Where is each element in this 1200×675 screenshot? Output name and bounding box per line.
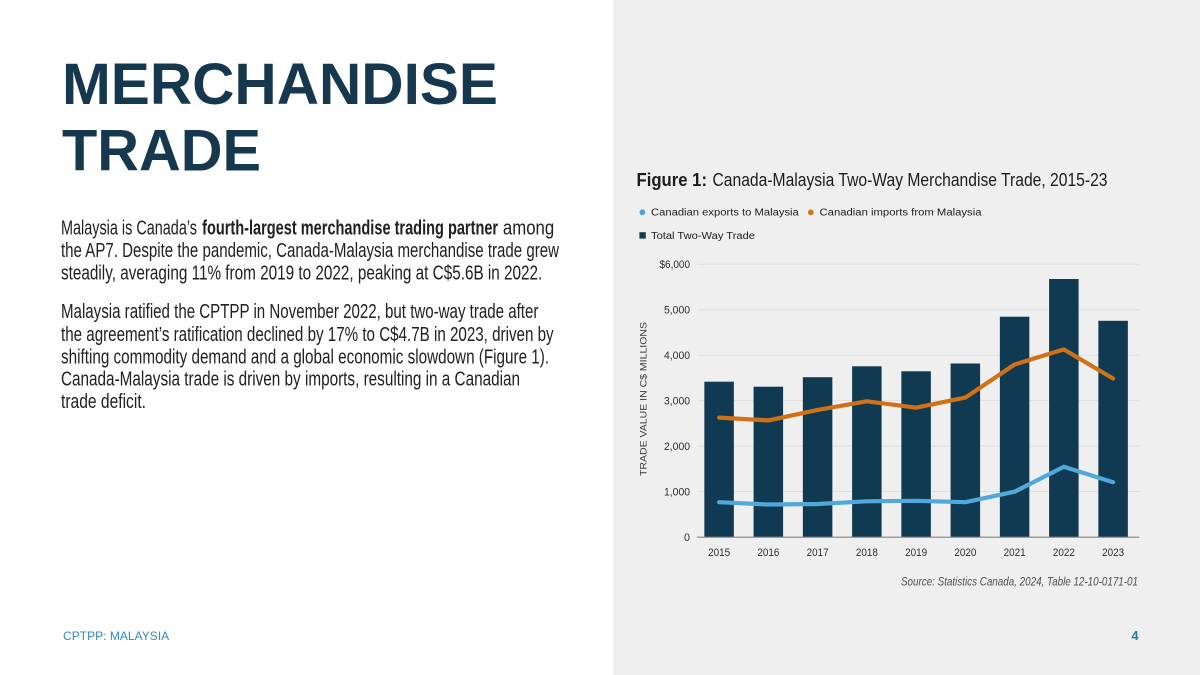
svg-text:Canadian exports to Malaysia: Canadian exports to Malaysia: [651, 207, 799, 218]
svg-text:2,000: 2,000: [664, 441, 690, 453]
svg-text:Canada-Malaysia Two-Way Mercha: Canada-Malaysia Two-Way Merchandise Trad…: [713, 169, 1108, 190]
svg-text:shifting commodity demand and: shifting commodity demand and a global e…: [61, 346, 549, 368]
svg-text:among: among: [503, 218, 554, 240]
svg-text:Total Two-Way Trade: Total Two-Way Trade: [651, 231, 755, 242]
svg-text:$6,000: $6,000: [660, 259, 691, 271]
svg-text:2017: 2017: [807, 547, 829, 559]
svg-text:2021: 2021: [1004, 547, 1026, 559]
svg-text:Source: Statistics Canada, 202: Source: Statistics Canada, 2024, Table 1…: [901, 574, 1138, 588]
svg-text:4: 4: [1131, 629, 1138, 643]
svg-text:CPTPP: MALAYSIA: CPTPP: MALAYSIA: [63, 629, 169, 643]
svg-text:TRADE: TRADE: [62, 119, 261, 184]
svg-text:4,000: 4,000: [664, 350, 690, 362]
svg-text:Figure 1:: Figure 1:: [637, 169, 708, 190]
svg-text:TRADE VALUE IN C$ MILLIONS: TRADE VALUE IN C$ MILLIONS: [639, 322, 650, 476]
svg-text:the agreement’s ratification d: the agreement’s ratification declined by…: [61, 324, 554, 346]
svg-text:2023: 2023: [1102, 547, 1124, 559]
svg-text:2022: 2022: [1053, 547, 1075, 559]
svg-text:MERCHANDISE: MERCHANDISE: [62, 52, 498, 117]
svg-text:0: 0: [684, 532, 690, 544]
svg-text:2019: 2019: [905, 547, 927, 559]
svg-text:1,000: 1,000: [664, 486, 690, 498]
svg-text:Malaysia ratified the CPTPP in: Malaysia ratified the CPTPP in November …: [61, 301, 539, 323]
svg-text:fourth-largest merchandise tra: fourth-largest merchandise trading partn…: [202, 218, 498, 240]
svg-text:the AP7. Despite the pandemic,: the AP7. Despite the pandemic, Canada-Ma…: [61, 240, 559, 262]
svg-text:2015: 2015: [708, 547, 730, 559]
svg-text:Malaysia is Canada’s: Malaysia is Canada’s: [61, 218, 197, 240]
svg-text:steadily, averaging 11% from 2: steadily, averaging 11% from 2019 to 202…: [61, 263, 542, 285]
svg-text:2020: 2020: [954, 547, 976, 559]
svg-text:3,000: 3,000: [664, 396, 690, 408]
svg-text:Canada-Malaysia trade is drive: Canada-Malaysia trade is driven by impor…: [61, 369, 520, 391]
svg-text:trade deficit.: trade deficit.: [61, 391, 146, 413]
svg-text:2016: 2016: [757, 547, 779, 559]
svg-text:Canadian imports from Malaysia: Canadian imports from Malaysia: [820, 207, 982, 218]
svg-text:2018: 2018: [856, 547, 878, 559]
svg-text:5,000: 5,000: [664, 305, 690, 317]
